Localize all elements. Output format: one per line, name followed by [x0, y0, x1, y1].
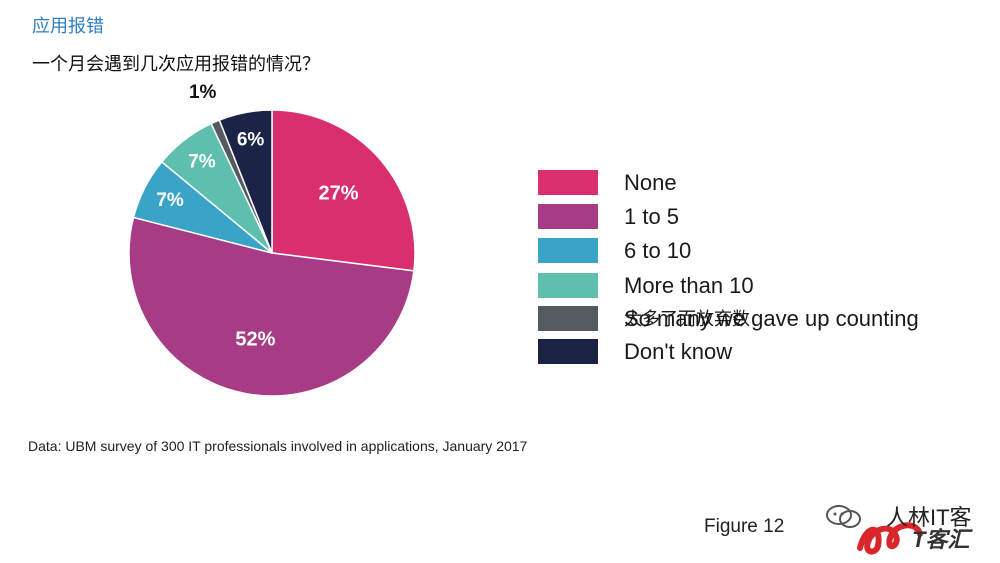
legend-swatch-dont-know: [538, 339, 598, 364]
figure-label: Figure 12: [704, 516, 785, 537]
legend-label-6-to-10: 6 to 10: [624, 238, 692, 263]
legend-label-gave-up: So many we gave up counting: [624, 306, 919, 331]
legend-swatch-gave-up: [538, 306, 598, 331]
pie-slice-label-4: 1%: [189, 82, 217, 103]
watermark: 人林IT客 T客汇: [826, 500, 996, 556]
watermark-text-primary: 人林IT客: [886, 505, 972, 530]
watermark-text-secondary: T客汇: [912, 527, 970, 552]
legend-swatch-more-than-10: [538, 273, 598, 298]
chart-question: 一个月会遇到几次应用报错的情况？: [32, 54, 320, 74]
legend-swatch-6-to-10: [538, 238, 598, 263]
legend-label-none: None: [624, 170, 677, 195]
pie-slice-none: [271, 109, 416, 272]
pie-slice-label-1: 52%: [235, 328, 275, 350]
legend-label-dont-know: Don't know: [624, 339, 733, 364]
pie-slice-don-t-know: [218, 109, 273, 254]
legend-swatch-1-to-5: [538, 204, 598, 229]
section-title: 应用报错: [32, 16, 104, 36]
pie-slice-1-to-5: [128, 216, 415, 397]
pie-slice-label-0: 27%: [318, 183, 358, 205]
pie-slice-label-2: 7%: [156, 190, 184, 211]
wechat-icon: [826, 505, 861, 528]
legend-label-gave-up-translation: 太多了而放弃数: [624, 309, 750, 329]
legend-label-more-than-10: More than 10: [624, 273, 754, 298]
watermark-logo-icon: [857, 522, 923, 555]
pie-slice-label-3: 7%: [188, 152, 216, 173]
legend-swatch-none: [538, 170, 598, 195]
source-note: Data: UBM survey of 300 IT professionals…: [28, 438, 528, 454]
pie-slice-label-5: 6%: [237, 130, 265, 151]
legend-label-1-to-5: 1 to 5: [624, 204, 680, 229]
